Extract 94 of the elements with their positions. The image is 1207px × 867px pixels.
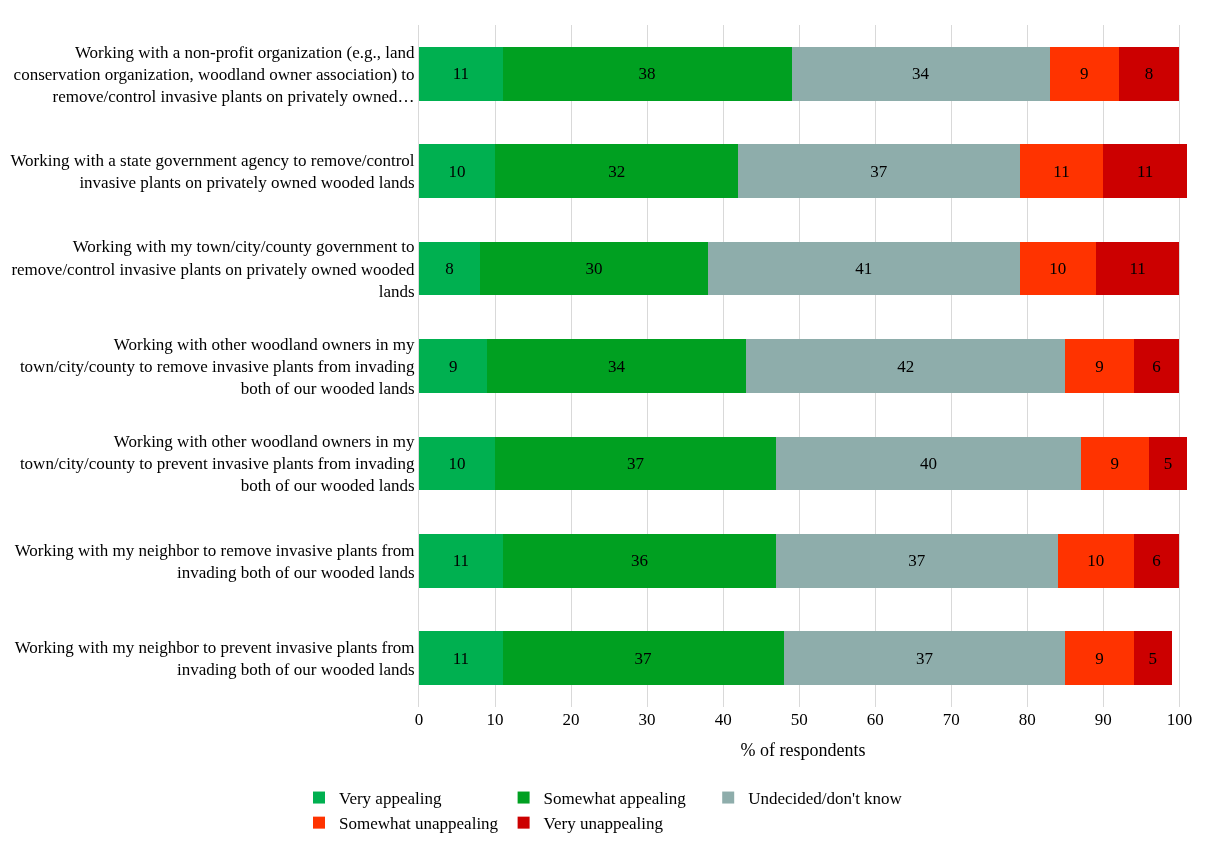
bar — [1019, 241, 1096, 296]
bar — [419, 339, 488, 393]
data-label: 5 — [1148, 648, 1158, 668]
bar — [1050, 46, 1119, 101]
bar — [1095, 241, 1180, 296]
x-axis-title: % of respondents — [740, 740, 866, 761]
data-label: 40 — [919, 453, 937, 473]
bar — [776, 534, 1058, 588]
data-label: 11 — [1129, 259, 1146, 279]
bar — [419, 241, 480, 296]
x-tick-label: 0 — [414, 710, 424, 729]
bar — [1133, 339, 1180, 393]
bar — [1148, 436, 1187, 491]
y-tick-label: Working with my neighbor to remove invasive plants from invading both of our wooded lands — [14, 540, 415, 582]
data-label: 37 — [626, 453, 645, 473]
data-label: 37 — [915, 648, 934, 668]
bar — [738, 144, 1020, 198]
y-tick-label: Working with my town/city/county government to remove/control invasive plants on privately owned wooded lands — [11, 237, 416, 301]
x-tick-label: 40 — [714, 710, 732, 729]
x-tick-label: 10 — [486, 710, 504, 729]
bar — [1118, 46, 1180, 101]
bar — [1019, 144, 1104, 198]
x-tick-label: 70 — [942, 710, 960, 729]
data-label: 10 — [448, 453, 466, 473]
bar — [419, 46, 503, 101]
data-label: 34 — [607, 356, 626, 376]
data-label: 8 — [1144, 64, 1154, 84]
data-label: 11 — [452, 648, 470, 668]
data-label: 11 — [1136, 161, 1154, 181]
bar — [419, 534, 503, 588]
data-label: 32 — [608, 161, 626, 181]
data-label: 34 — [912, 64, 930, 84]
x-tick-label: 80 — [1018, 710, 1036, 729]
data-label: 8 — [445, 259, 454, 279]
legend-label: Very appealing — [339, 789, 442, 809]
data-label: 9 — [1095, 356, 1104, 376]
bar — [1057, 534, 1134, 588]
bar — [1065, 631, 1134, 686]
legend-label: Somewhat unappealing — [339, 814, 499, 834]
data-label: 6 — [1152, 551, 1161, 571]
bar — [783, 631, 1066, 686]
bar — [479, 241, 708, 296]
data-label: 10 — [448, 161, 466, 181]
y-tick-label: Working with other woodland owners in my town/city/county to prevent invasive plants from invading both of our wooded lands — [19, 432, 416, 496]
y-tick-label: Working with my neighbor to prevent invasive plants from invading both of our wooded lands — [14, 638, 415, 680]
data-label: 9 — [1110, 453, 1120, 473]
bar — [1133, 534, 1180, 588]
data-label: 37 — [870, 161, 888, 181]
data-label: 9 — [448, 356, 458, 376]
data-label: 9 — [1080, 64, 1089, 84]
data-label: 11 — [452, 64, 470, 84]
bar — [495, 144, 739, 198]
data-label: 9 — [1095, 648, 1104, 668]
legend-label: Undecided/don't know — [748, 789, 903, 809]
data-label: 10 — [1049, 259, 1067, 279]
data-label: 5 — [1163, 453, 1173, 473]
bar — [419, 144, 496, 198]
data-label: 36 — [631, 551, 649, 571]
bar — [791, 46, 1051, 101]
bar — [495, 436, 777, 491]
bar — [502, 534, 777, 588]
data-label: 11 — [1053, 161, 1070, 181]
x-tick-label: 20 — [562, 710, 580, 729]
data-label: 42 — [897, 356, 915, 376]
data-label: 37 — [908, 551, 926, 571]
bar — [487, 339, 746, 393]
legend-label: Somewhat appealing — [543, 789, 687, 809]
legend-label: Very unappealing — [543, 814, 664, 834]
data-label: 11 — [452, 551, 470, 571]
data-label: 10 — [1087, 551, 1105, 571]
bar — [502, 46, 792, 101]
bar — [419, 436, 496, 491]
data-label: 6 — [1152, 356, 1161, 376]
data-label: 30 — [585, 259, 603, 279]
bar — [1133, 631, 1172, 686]
x-tick-label: 50 — [790, 710, 808, 729]
bar — [1065, 339, 1134, 393]
y-tick-label: Working with a non-profit organization (e.g., land conservation organization, woodland owner association) to remove/control invasive plants on privately owned… — [13, 42, 416, 106]
data-label: 38 — [638, 64, 656, 84]
bar — [1103, 144, 1187, 198]
bar — [776, 436, 1081, 491]
x-tick-label: 60 — [866, 710, 884, 729]
data-label: 41 — [855, 259, 873, 279]
x-tick-label: 30 — [638, 710, 656, 729]
x-tick-label: 100 — [1166, 710, 1193, 729]
data-label: 37 — [634, 648, 653, 668]
x-tick-label: 90 — [1094, 710, 1112, 729]
y-tick-label: Working with a state government agency to remove/control invasive plants on privately owned wooded lands — [10, 151, 415, 193]
bar — [707, 241, 1020, 296]
y-tick-label: Working with other woodland owners in my town/city/county to remove invasive plants from invading both of our wooded lands — [19, 334, 416, 399]
bar — [419, 631, 503, 686]
bar — [1080, 436, 1149, 491]
bar — [502, 631, 784, 686]
bar — [745, 339, 1066, 393]
